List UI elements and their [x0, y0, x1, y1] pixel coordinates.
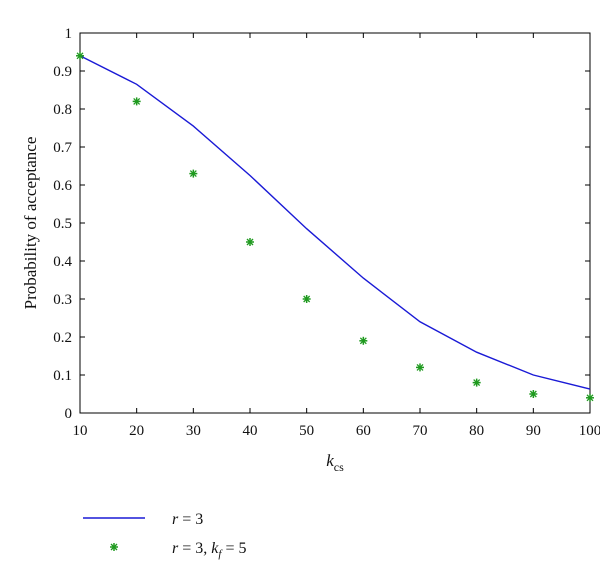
- x-tick-label: 80: [469, 423, 484, 439]
- y-tick-label: 0.8: [53, 102, 72, 118]
- legend-series-2-var2: k: [211, 540, 219, 557]
- y-tick-label: 1: [65, 26, 73, 42]
- data-point: [416, 363, 424, 372]
- plot-area: 10 20 30 40 50 60 70 80 90 100 0 0.1 0.2 0.3 0.4 0.5 0.…: [53, 26, 600, 439]
- x-tick-label: 10: [73, 423, 88, 439]
- y-tick-label: 0.4: [53, 254, 72, 270]
- y-tick-label: 0: [65, 406, 73, 422]
- x-tick-label: 90: [526, 423, 541, 439]
- x-tick-label: 100: [579, 423, 600, 439]
- data-point: [189, 169, 198, 178]
- x-tick-label: 60: [356, 423, 371, 439]
- data-point: [246, 238, 254, 246]
- data-point: [472, 378, 481, 387]
- series-layer: [76, 51, 594, 402]
- legend-series-1-rest: = 3: [178, 511, 203, 528]
- data-point: [132, 97, 141, 106]
- legend-label-series-1: r = 3: [172, 511, 203, 528]
- series-line-1: [79, 55, 591, 390]
- y-tick-label: 0.1: [53, 368, 72, 384]
- x-tick-label: 40: [243, 423, 258, 439]
- x-tick-label: 50: [299, 423, 314, 439]
- y-tick-label: 0.7: [53, 140, 72, 156]
- data-point: [529, 390, 538, 398]
- legend-series-2-mid: = 3,: [178, 540, 211, 557]
- y-tick-label: 0.3: [53, 292, 72, 308]
- data-point: [76, 51, 84, 60]
- x-axis-label: kcs: [326, 451, 344, 474]
- series-markers-2: [76, 51, 594, 402]
- data-point: [586, 393, 594, 402]
- plot-frame: [79, 32, 591, 414]
- y-tick-label: 0.9: [53, 64, 72, 80]
- legend-series-1-var: r: [172, 511, 179, 528]
- x-tick-label: 30: [186, 423, 201, 439]
- x-axis-label-main: k: [326, 451, 334, 470]
- y-tick-label: 0.6: [53, 178, 72, 194]
- legend: r = 3 r = 3, kf = 5: [83, 511, 246, 560]
- y-tick-label: 0.2: [53, 330, 72, 346]
- data-point: [302, 295, 311, 303]
- legend-series-2-rest: = 5: [221, 540, 246, 557]
- y-tick-label: 0.5: [53, 216, 72, 232]
- x-axis-label-sub: cs: [334, 460, 344, 474]
- data-point: [359, 336, 368, 345]
- x-axis: 10 20 30 40 50 60 70 80 90 100: [73, 33, 600, 439]
- legend-series-2-var1: r: [172, 540, 179, 557]
- legend-label-series-2: r = 3, kf = 5: [172, 540, 246, 560]
- y-axis: 0 0.1 0.2 0.3 0.4 0.5 0.6 0.7 0.8 0.9 1: [53, 26, 590, 422]
- y-axis-label: Probability of acceptance: [21, 137, 40, 310]
- x-tick-label: 70: [413, 423, 428, 439]
- legend-series-2-sub: f: [218, 548, 223, 560]
- x-tick-label: 20: [129, 423, 144, 439]
- data-point: [110, 543, 118, 551]
- legend-star-marker-sample: [110, 543, 118, 551]
